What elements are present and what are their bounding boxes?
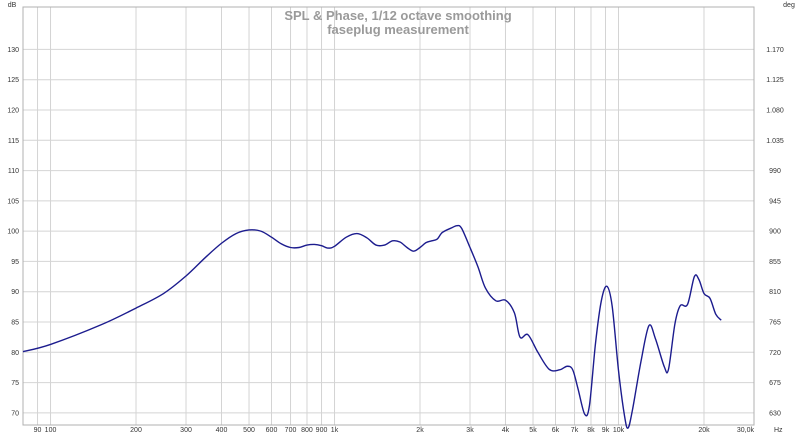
y2-tick-label: 900 <box>769 229 781 236</box>
x-tick-label: 20k <box>698 427 710 434</box>
y-tick-label: 80 <box>11 350 19 357</box>
y-tick-label: 120 <box>7 107 19 114</box>
y-tick-label: 130 <box>7 47 19 54</box>
y2-tick-label: 675 <box>769 380 781 387</box>
x-tick-label: 10k <box>613 427 625 434</box>
x-tick-label: 200 <box>130 427 142 434</box>
y2-tick-label: 765 <box>769 320 781 327</box>
y2-tick-label: 1.170 <box>766 47 784 54</box>
x-tick-label: 30,0k <box>737 427 755 434</box>
x-tick-label: 400 <box>216 427 228 434</box>
y-tick-label: 90 <box>11 289 19 296</box>
x-axis-unit: Hz <box>774 427 783 434</box>
y-tick-label: 100 <box>7 229 19 236</box>
x-tick-label: 2k <box>416 427 424 434</box>
x-tick-label: 1k <box>331 427 339 434</box>
y2-tick-label: 1.125 <box>766 77 784 84</box>
y2-tick-label: 1.080 <box>766 107 784 114</box>
x-tick-label: 9k <box>602 427 610 434</box>
x-tick-label: 100 <box>45 427 57 434</box>
label-layer: 70 75 80 85 90 95 100 105 110 115 120 125 130 630 675 7… <box>7 47 784 434</box>
chart-subtitle: faseplug measurement <box>327 22 469 37</box>
chart-title: SPL & Phase, 1/12 octave smoothing <box>284 8 511 23</box>
x-tick-label: 900 <box>316 427 328 434</box>
y2-tick-label: 945 <box>769 198 781 205</box>
plot-frame <box>22 6 755 426</box>
x-tick-label: 4k <box>502 427 510 434</box>
y2-axis-unit: deg <box>783 2 795 9</box>
y-tick-label: 85 <box>11 320 19 327</box>
spl-series-line <box>22 224 722 429</box>
y-tick-label: 105 <box>7 198 19 205</box>
y-tick-label: 115 <box>8 138 19 145</box>
x-tick-label: 700 <box>285 427 297 434</box>
x-tick-label: 5k <box>529 427 537 434</box>
x-tick-label: 3k <box>466 427 474 434</box>
y2-tick-label: 630 <box>769 410 781 417</box>
y-tick-label: 75 <box>11 380 19 387</box>
y-axis-unit: dB <box>8 2 17 9</box>
y-tick-label: 110 <box>8 168 19 175</box>
y2-tick-label: 855 <box>769 259 781 266</box>
x-tick-label: 800 <box>301 427 313 434</box>
x-tick-label: 8k <box>587 427 595 434</box>
x-tick-label: 500 <box>243 427 255 434</box>
x-tick-label: 90 <box>34 427 42 434</box>
y-tick-label: 70 <box>11 410 19 417</box>
y-tick-label: 95 <box>11 259 19 266</box>
x-tick-label: 7k <box>571 427 579 434</box>
x-tick-label: 6k <box>552 427 560 434</box>
y2-tick-label: 720 <box>769 350 781 357</box>
y2-tick-label: 990 <box>769 168 781 175</box>
x-tick-label: 300 <box>180 427 192 434</box>
series-layer <box>22 224 722 429</box>
y2-tick-label: 810 <box>769 289 781 296</box>
y-tick-label: 125 <box>7 77 19 84</box>
x-tick-label: 600 <box>266 427 278 434</box>
y2-tick-label: 1.035 <box>766 138 784 145</box>
